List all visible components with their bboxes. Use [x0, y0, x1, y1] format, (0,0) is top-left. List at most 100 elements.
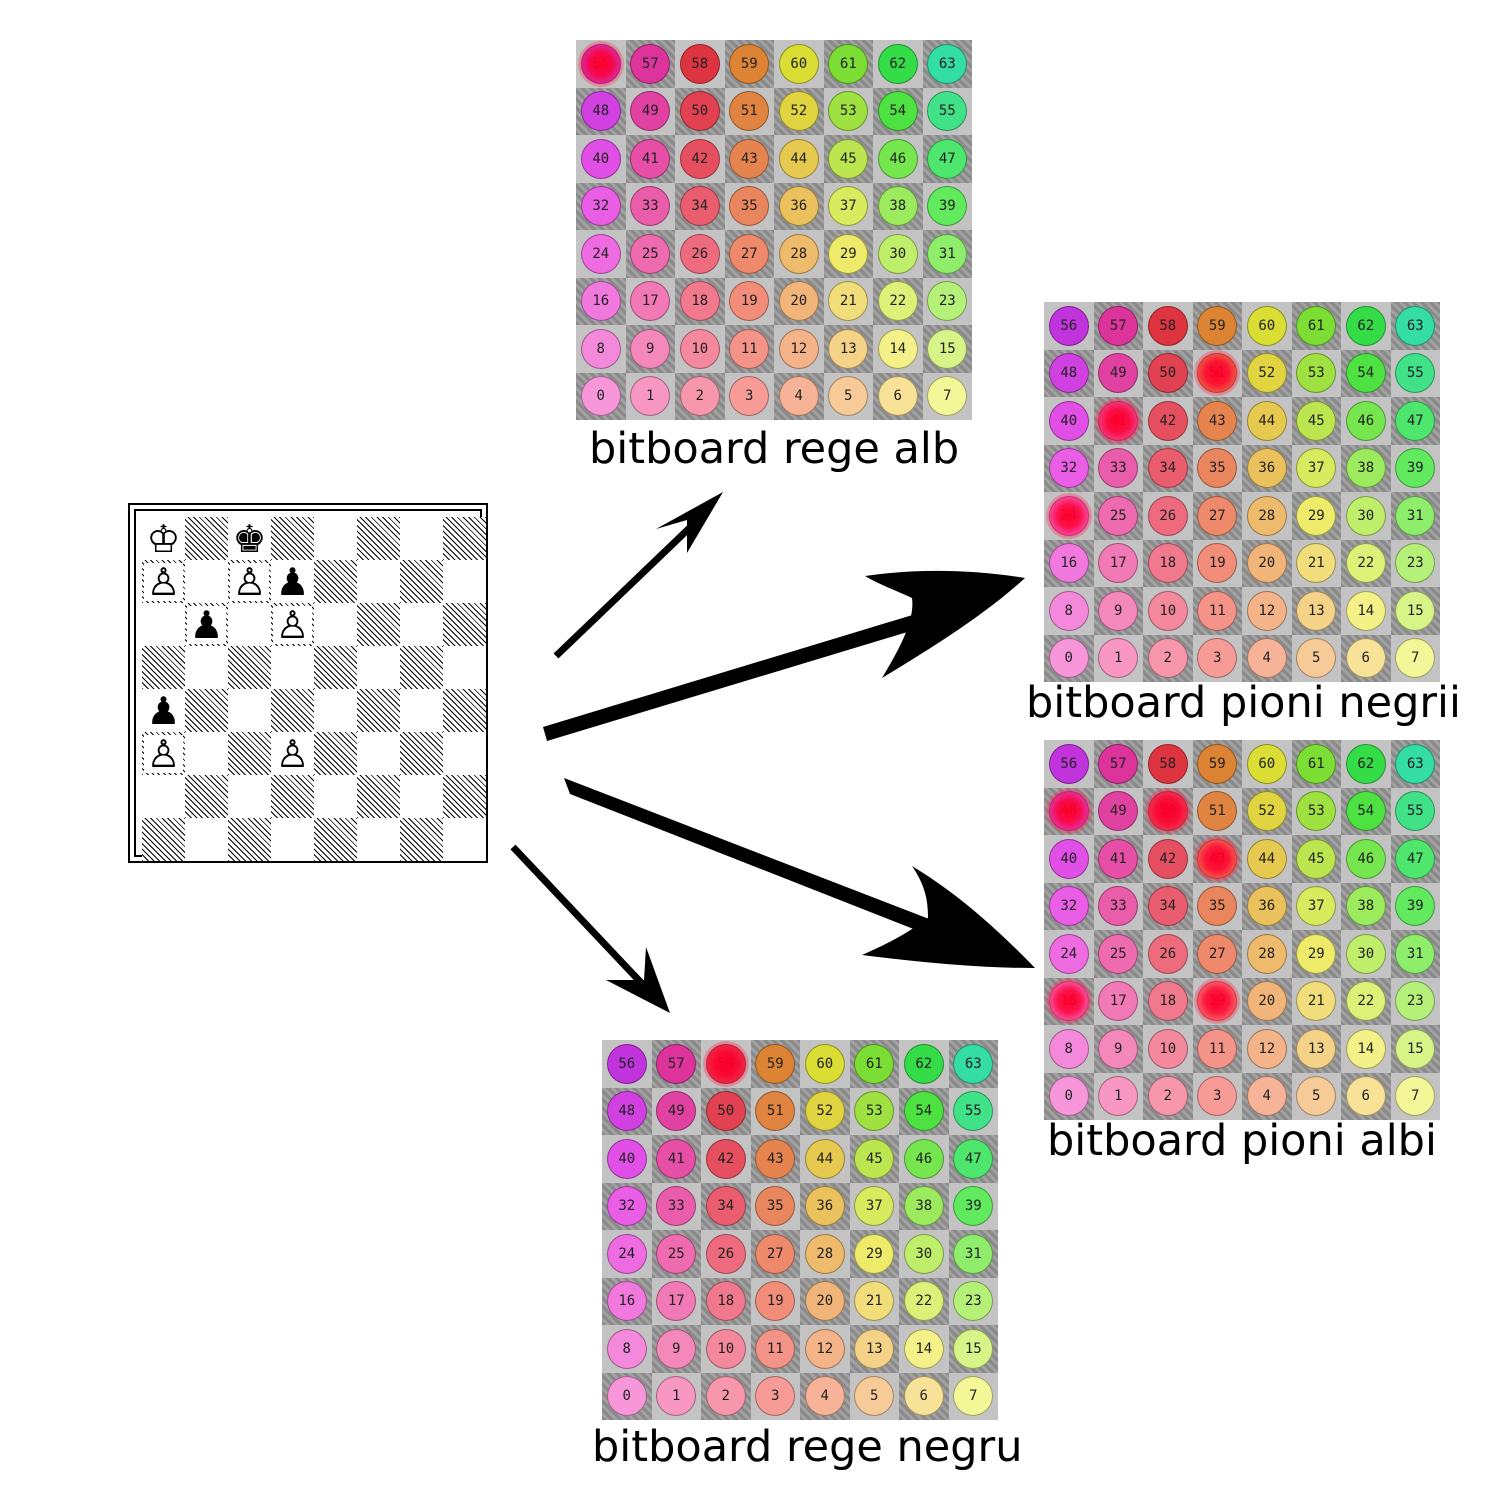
bitboard-square: 39: [1390, 444, 1440, 492]
bitboard-square: 55: [1390, 349, 1440, 397]
bitboard-square: 12: [1242, 587, 1292, 635]
bitboard-square-number: 34: [679, 186, 720, 227]
bitboard-square-number: 39: [953, 1186, 994, 1227]
chess-square-f7: [357, 560, 400, 603]
bitboard-square-number: 19: [729, 281, 770, 322]
bitboard-square: 16: [576, 277, 626, 325]
bitboard-square-number: 4: [1246, 638, 1287, 679]
white-pawn-icon: ♙: [273, 602, 312, 647]
bitboard-square-number: 38: [903, 1186, 944, 1227]
bitboard-square-number: 59: [755, 1043, 796, 1084]
bitboard-square-number: 59: [729, 43, 770, 84]
bitboard-square: 19: [1192, 977, 1242, 1025]
bitboard-square: 24: [602, 1230, 652, 1278]
bitboard-square-number: 26: [705, 1233, 746, 1274]
bitboard-square-number: 19: [1197, 981, 1238, 1022]
bitboard-square: 62: [1341, 302, 1391, 350]
bitboard-square: 7: [922, 372, 972, 420]
bitboard-square-number: 18: [705, 1281, 746, 1322]
bitboard-square: 59: [1192, 302, 1242, 350]
bitboard-square: 29: [849, 1230, 899, 1278]
bitboard-square: 0: [576, 372, 626, 420]
bitboard-square-number: 48: [606, 1091, 647, 1132]
bitboard-square: 21: [849, 1277, 899, 1325]
bitboard-square: 59: [1192, 740, 1242, 788]
bitboard-square: 56: [602, 1040, 652, 1088]
chess-square-a1: [142, 818, 185, 861]
bitboard-square-number: 23: [1395, 981, 1436, 1022]
bitboard-square: 1: [651, 1372, 701, 1420]
bitboard-square-number: 49: [656, 1091, 697, 1132]
bitboard-square: 34: [675, 182, 725, 230]
bitboard-square: 18: [675, 277, 725, 325]
bitboard-square: 54: [899, 1087, 949, 1135]
bitboard-square: 51: [1192, 787, 1242, 835]
bitboard-square-number: 18: [1147, 543, 1188, 584]
bitboard-square-number: 14: [903, 1328, 944, 1369]
bitboard-square: 42: [675, 135, 725, 183]
chess-square-a3: ♙: [142, 732, 185, 775]
chess-square-f6: [357, 603, 400, 646]
chess-square-h8: [443, 517, 486, 560]
bitboard-square-number: 38: [1345, 448, 1386, 489]
bitboard-square: 26: [675, 230, 725, 278]
bitboard-square-number: 29: [1296, 933, 1337, 974]
bitboard-square-number: 41: [1098, 838, 1139, 879]
chess-square-d7: ♟: [271, 560, 314, 603]
bitboard-square: 22: [1341, 539, 1391, 587]
bitboard-square-number: 46: [1345, 838, 1386, 879]
bitboard-square: 52: [1242, 787, 1292, 835]
bitboard-square-number: 22: [877, 281, 918, 322]
bitboard-square: 44: [1242, 397, 1292, 445]
bitboard-square-number: 12: [778, 328, 819, 369]
bitboard-square-number: 16: [1048, 543, 1089, 584]
bitboard-square-number: 45: [1296, 838, 1337, 879]
bitboard-square-number: 19: [755, 1281, 796, 1322]
bitboard-square-number: 4: [778, 376, 819, 417]
chess-square-g4: [400, 689, 443, 732]
bitboard-square-number: 35: [1197, 448, 1238, 489]
bitboard-square: 54: [1341, 787, 1391, 835]
bitboard-square-number: 44: [778, 138, 819, 179]
bitboard-square-number: 14: [1345, 1028, 1386, 1069]
bitboard-square-number: 37: [1296, 448, 1337, 489]
chess-square-d1: [271, 818, 314, 861]
chess-square-g3: [400, 732, 443, 775]
bitboard-square: 41: [1093, 397, 1143, 445]
bitboard-square: 15: [1390, 587, 1440, 635]
bitboard-square-number: 62: [1345, 743, 1386, 784]
bitboard-square: 44: [800, 1135, 850, 1183]
bitboard-square-number: 53: [1296, 791, 1337, 832]
bitboard-square: 42: [1143, 835, 1193, 883]
bitboard-square: 17: [625, 277, 675, 325]
bitboard-square-number: 47: [1395, 400, 1436, 441]
bitboard-square: 21: [823, 277, 873, 325]
bitboard-square: 58: [701, 1040, 751, 1088]
arrow-to-white-pawns: [564, 778, 1035, 968]
bitboard-square: 42: [701, 1135, 751, 1183]
bitboard-square: 1: [1093, 634, 1143, 682]
bitboard-square: 28: [1242, 492, 1292, 540]
bitboard-square: 4: [774, 372, 824, 420]
bitboard-square-number: 55: [1395, 791, 1436, 832]
bitboard-square-number: 12: [804, 1328, 845, 1369]
bitboard-square-number: 62: [903, 1043, 944, 1084]
bitboard-square-number: 44: [804, 1138, 845, 1179]
bitboard-square: 13: [1291, 587, 1341, 635]
bitboard-square: 21: [1291, 977, 1341, 1025]
bitboard-square: 38: [899, 1182, 949, 1230]
bitboard-square: 17: [1093, 539, 1143, 587]
bitboard-square: 57: [1093, 302, 1143, 350]
bitboard-square-number: 24: [1048, 495, 1089, 536]
bitboard-square-number: 0: [606, 1376, 647, 1417]
bitboard-square: 44: [774, 135, 824, 183]
bitboard-square-number: 28: [1246, 495, 1287, 536]
bitboard-square: 61: [1291, 740, 1341, 788]
bitboard-square-number: 56: [580, 43, 621, 84]
bitboard-square: 31: [1390, 492, 1440, 540]
bitboard-square-number: 4: [1246, 1076, 1287, 1117]
bitboard-square: 6: [899, 1372, 949, 1420]
bitboard-square-number: 37: [1296, 886, 1337, 927]
bitboard-square: 32: [576, 182, 626, 230]
